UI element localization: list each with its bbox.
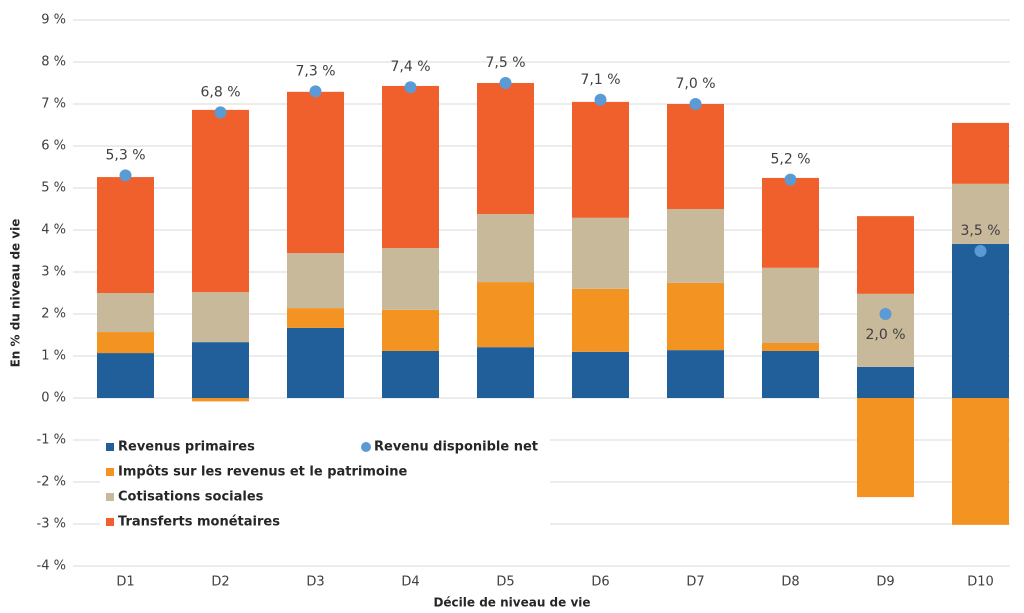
x-tick-label: D7 xyxy=(686,575,704,590)
data-label: 5,3 % xyxy=(105,147,145,163)
data-label: 7,0 % xyxy=(675,76,715,92)
data-label: 7,4 % xyxy=(390,59,430,75)
y-tick-label: 0 % xyxy=(41,391,66,406)
data-label: 7,1 % xyxy=(580,72,620,88)
bar-segment xyxy=(857,293,914,367)
bar-segment xyxy=(382,350,439,398)
data-label: 6,8 % xyxy=(200,84,240,100)
bar-segment xyxy=(667,209,724,283)
y-axis-title: En % du niveau de vie xyxy=(9,219,23,368)
net-income-point xyxy=(974,245,987,257)
bar-segment xyxy=(667,104,724,209)
y-tick-label: 3 % xyxy=(41,265,66,280)
legend-label: Revenus primaires xyxy=(118,440,255,455)
legend-marker xyxy=(361,442,371,452)
bar-segment xyxy=(287,91,344,254)
bar-segment xyxy=(952,398,1009,525)
bar-segment xyxy=(572,101,629,218)
net-income-point xyxy=(689,98,702,110)
legend-marker xyxy=(106,518,114,526)
y-tick-label: 8 % xyxy=(41,55,66,70)
bar-segment xyxy=(477,83,534,215)
bar-segment xyxy=(572,288,629,352)
legend-marker xyxy=(106,443,114,451)
bar-segment xyxy=(477,214,534,283)
y-tick-label: -1 % xyxy=(37,433,66,448)
legend-marker xyxy=(106,493,114,501)
bar-segment xyxy=(762,342,819,351)
x-tick-label: D9 xyxy=(876,575,894,590)
data-label: 5,2 % xyxy=(770,152,810,168)
bar-segment xyxy=(952,122,1009,184)
y-tick-label: 5 % xyxy=(41,181,66,196)
y-tick-label: -2 % xyxy=(37,475,66,490)
bar-segment xyxy=(382,85,439,249)
bar-segment xyxy=(192,342,249,398)
bar-segment xyxy=(762,267,819,343)
bar-segment xyxy=(382,248,439,310)
net-income-point xyxy=(214,106,227,119)
net-income-point xyxy=(309,85,322,98)
y-tick-label: 9 % xyxy=(41,13,66,28)
bar-segment xyxy=(97,177,154,293)
bar-segment xyxy=(952,243,1009,398)
x-tick-label: D2 xyxy=(211,575,229,590)
net-income-point xyxy=(499,77,512,89)
legend-label: Cotisations sociales xyxy=(118,490,264,505)
bar-segment xyxy=(97,332,154,354)
bar-segment xyxy=(572,217,629,289)
x-tick-label: D8 xyxy=(781,575,799,590)
y-tick-label: 7 % xyxy=(41,97,66,112)
y-tick-label: -4 % xyxy=(37,559,66,574)
x-tick-label: D3 xyxy=(306,575,324,590)
net-income-point xyxy=(594,93,607,106)
y-tick-label: 2 % xyxy=(41,307,66,322)
legend-label: Transferts monétaires xyxy=(118,515,280,530)
bar-segment xyxy=(477,282,534,348)
x-tick-label: D6 xyxy=(591,575,609,590)
bar-segment xyxy=(762,177,819,268)
bar-segment xyxy=(762,350,819,398)
bar-segment xyxy=(192,109,249,293)
data-label: 2,0 % xyxy=(865,327,905,343)
net-income-point xyxy=(879,308,892,320)
x-tick-label: D5 xyxy=(496,575,514,590)
net-income-point xyxy=(404,81,417,94)
bar-segment xyxy=(192,292,249,343)
bar-segment xyxy=(857,216,914,294)
bar-segment xyxy=(287,253,344,309)
y-tick-label: -3 % xyxy=(37,517,66,532)
legend-label: Revenu disponible net xyxy=(374,440,538,455)
bar-segment xyxy=(477,347,534,398)
bar-segment xyxy=(287,308,344,328)
bar-segment xyxy=(667,282,724,351)
net-income-point xyxy=(784,173,797,186)
bar-segment xyxy=(97,353,154,398)
data-label: 7,3 % xyxy=(295,63,335,79)
net-income-point xyxy=(119,169,132,182)
legend-marker xyxy=(106,468,114,476)
x-tick-label: D4 xyxy=(401,575,419,590)
y-tick-label: 4 % xyxy=(41,223,66,238)
x-tick-label: D1 xyxy=(116,575,134,590)
legend-label: Impôts sur les revenus et le patrimoine xyxy=(118,465,408,480)
y-tick-label: 6 % xyxy=(41,139,66,154)
bar-segment xyxy=(287,327,344,398)
bar-segment xyxy=(192,398,249,402)
data-label: 3,5 % xyxy=(960,223,1000,239)
x-axis-title: Décile de niveau de vie xyxy=(433,596,590,610)
legend-background xyxy=(100,433,550,537)
data-label: 7,5 % xyxy=(485,55,525,71)
bar-segment xyxy=(97,293,154,333)
bar-segment xyxy=(382,309,439,351)
bar-segment xyxy=(857,398,914,498)
y-tick-label: 1 % xyxy=(41,349,66,364)
bar-segment xyxy=(952,183,1009,244)
bar-segment xyxy=(667,350,724,398)
x-tick-label: D10 xyxy=(967,575,994,590)
legend: Revenus primaires Impôts sur les revenus … xyxy=(100,433,550,537)
bar-segment xyxy=(857,366,914,398)
bar-segment xyxy=(572,351,629,398)
